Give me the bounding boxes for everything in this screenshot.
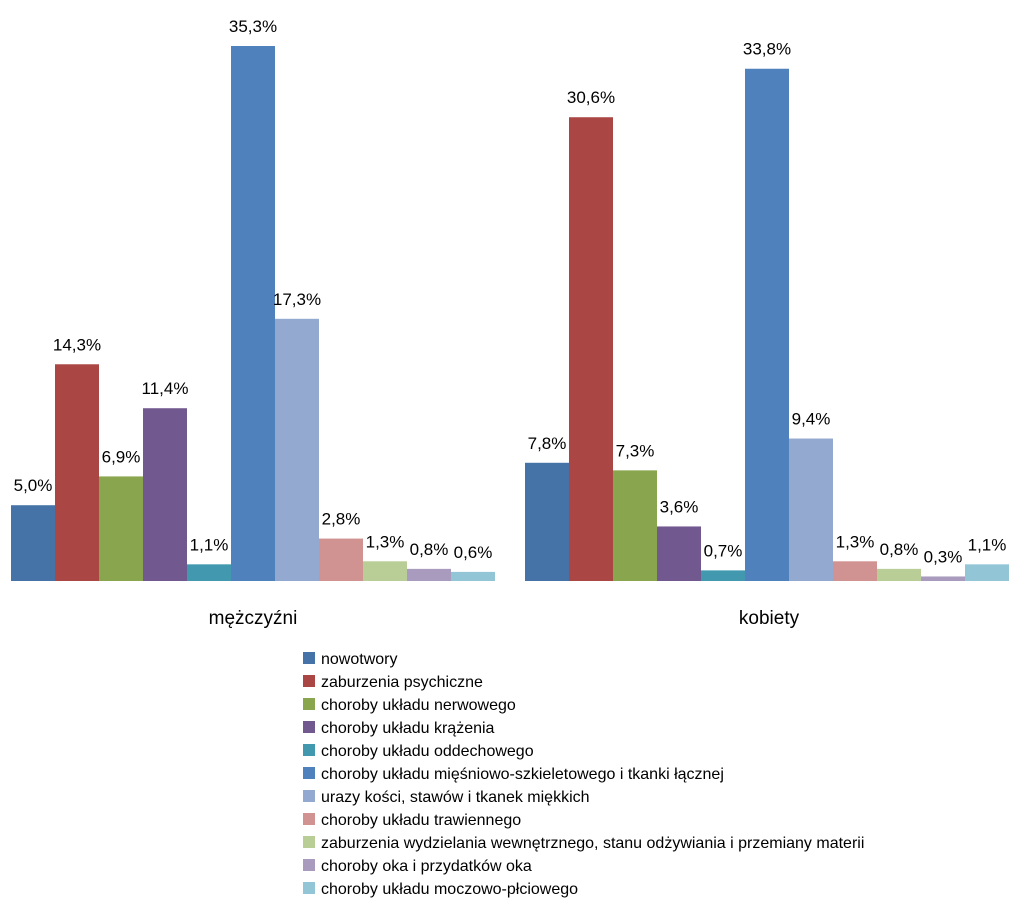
legend-label: choroby układu krążenia (321, 720, 495, 737)
legend-swatch (303, 721, 315, 733)
legend-label: nowotwory (321, 651, 397, 668)
bar (613, 470, 657, 581)
legend-swatch (303, 652, 315, 664)
bar (569, 117, 613, 581)
data-label: 0,7% (704, 541, 743, 560)
data-label: 33,8% (743, 40, 791, 59)
legend-swatch (303, 698, 315, 710)
data-label: 17,3% (273, 290, 321, 309)
legend-label: choroby układu trawiennego (321, 812, 521, 829)
legend-label: choroby układu oddechowego (321, 743, 534, 760)
data-label: 14,3% (53, 335, 101, 354)
bar (965, 564, 1009, 581)
bar (789, 438, 833, 581)
data-label: 0,6% (454, 543, 493, 562)
bar (407, 568, 451, 581)
legend-label: zaburzenia wydzielania wewnętrznego, sta… (321, 835, 864, 852)
legend-label: choroby układu moczowo-płciowego (321, 881, 578, 898)
bar (657, 526, 701, 581)
category-label: mężczyźni (209, 608, 298, 629)
legend-label: choroby oka i przydatków oka (321, 858, 532, 875)
legend-swatch (303, 836, 315, 848)
legend-label: choroby układu nerwowego (321, 697, 516, 714)
bar (525, 462, 569, 581)
legend-label: urazy kości, stawów i tkanek miękkich (321, 789, 590, 806)
bar (319, 538, 363, 581)
legend-swatch (303, 882, 315, 894)
data-label: 11,4% (142, 379, 189, 398)
legend-swatch (303, 675, 315, 687)
data-label: 1,1% (190, 535, 229, 554)
data-label: 30,6% (567, 88, 615, 107)
value-labels-layer: 5,0% 14,3% 6,9% 11,4% 1,1% 35,3% 17,3% 2,8% 1,3%… (14, 17, 1007, 566)
legend-label: choroby układu mięśniowo-szkieletowego i… (321, 766, 724, 783)
bar (99, 476, 143, 581)
bar (745, 68, 789, 582)
bar (363, 561, 407, 581)
category-label: kobiety (739, 608, 800, 629)
bar (877, 568, 921, 581)
legend-swatch (303, 813, 315, 825)
data-label: 1,1% (968, 535, 1007, 554)
bar (833, 561, 877, 581)
legend-swatch (303, 859, 315, 871)
legend-swatch (303, 790, 315, 802)
data-label: 0,8% (880, 540, 919, 559)
data-label: 35,3% (229, 17, 277, 36)
data-label: 9,4% (792, 410, 831, 429)
data-label: 7,8% (528, 434, 567, 453)
data-label: 3,6% (660, 497, 699, 516)
bar (143, 408, 187, 581)
category-labels-layer: mężczyźni kobiety (209, 608, 800, 629)
data-label: 5,0% (14, 476, 53, 495)
bar (451, 571, 495, 581)
legend-swatch (303, 767, 315, 779)
bar (55, 364, 99, 581)
legend-swatch (303, 744, 315, 756)
legend: nowotwory zaburzenia psychiczne choroby uk… (303, 651, 864, 898)
bar (701, 570, 745, 581)
bar (231, 46, 275, 581)
data-label: 6,9% (102, 447, 141, 466)
bar (11, 505, 55, 581)
bars-layer (11, 46, 1009, 582)
legend-label: zaburzenia psychiczne (321, 674, 483, 691)
data-label: 0,8% (410, 540, 449, 559)
data-label: 1,3% (836, 532, 875, 551)
data-label: 0,3% (924, 547, 963, 566)
data-label: 7,3% (616, 441, 655, 460)
bar (275, 318, 319, 581)
bar (187, 564, 231, 581)
bar (921, 576, 965, 581)
data-label: 1,3% (366, 532, 405, 551)
data-label: 2,8% (322, 510, 361, 529)
